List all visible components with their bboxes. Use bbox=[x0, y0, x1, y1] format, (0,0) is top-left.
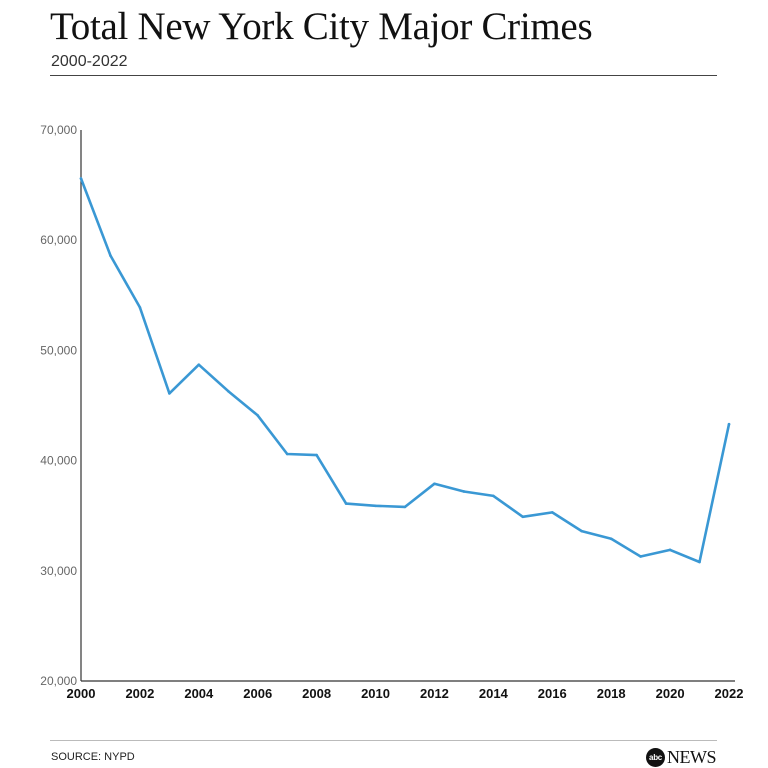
abc-logo-icon: abc bbox=[646, 747, 665, 767]
x-tick-label: 2012 bbox=[420, 686, 449, 701]
y-tick-label: 30,000 bbox=[40, 564, 77, 578]
y-tick-label: 70,000 bbox=[40, 123, 77, 137]
x-tick-label: 2002 bbox=[125, 686, 154, 701]
series-group bbox=[79, 177, 731, 564]
y-tick-label: 50,000 bbox=[40, 343, 77, 357]
data-point bbox=[668, 548, 672, 552]
data-point bbox=[639, 555, 642, 558]
data-point bbox=[727, 422, 731, 426]
data-point bbox=[256, 414, 260, 417]
data-point bbox=[374, 504, 377, 508]
data-point bbox=[109, 254, 112, 257]
chart-subtitle: 2000-2022 bbox=[51, 53, 128, 70]
header-divider bbox=[50, 75, 717, 76]
y-tick-label: 40,000 bbox=[40, 454, 77, 468]
x-tick-label: 2020 bbox=[656, 686, 685, 701]
x-tick-label: 2006 bbox=[243, 686, 272, 701]
x-tick-label: 2022 bbox=[715, 686, 744, 701]
x-tick-label: 2018 bbox=[597, 686, 626, 701]
chart-title: Total New York City Major Crimes bbox=[50, 5, 593, 48]
data-point bbox=[197, 363, 201, 367]
data-point bbox=[492, 494, 495, 498]
data-point bbox=[315, 453, 318, 457]
x-tick-label: 2008 bbox=[302, 686, 331, 701]
data-point bbox=[609, 537, 613, 541]
data-point bbox=[168, 392, 171, 395]
data-point bbox=[433, 482, 436, 486]
x-axis: 2000 2002 2004 2006 2008 2010 2012 2014 2016 2018… bbox=[67, 680, 744, 701]
x-tick-label: 2000 bbox=[67, 686, 96, 701]
y-axis: 20,000 30,000 40,000 50,000 60,000 70,000 bbox=[40, 123, 82, 688]
y-tick-label: 60,000 bbox=[40, 233, 77, 247]
x-tick-label: 2004 bbox=[184, 686, 214, 701]
data-point bbox=[226, 389, 230, 393]
data-point bbox=[285, 452, 289, 456]
abc-news-logo: abc NEWS bbox=[646, 746, 717, 767]
series-line bbox=[79, 177, 731, 564]
data-point bbox=[521, 515, 525, 519]
y-tick-label: 20,000 bbox=[40, 674, 77, 688]
news-wordmark: NEWS bbox=[667, 746, 717, 767]
data-point bbox=[138, 306, 142, 309]
data-point bbox=[79, 177, 83, 180]
data-point bbox=[462, 490, 466, 493]
data-point bbox=[580, 529, 584, 533]
data-point bbox=[403, 505, 407, 509]
data-point bbox=[698, 560, 701, 564]
x-tick-label: 2016 bbox=[538, 686, 567, 701]
source-note: SOURCE: NYPD bbox=[51, 751, 135, 763]
x-tick-label: 2014 bbox=[479, 686, 509, 701]
data-point bbox=[344, 502, 348, 505]
x-tick-label: 2010 bbox=[361, 686, 390, 701]
footer-divider bbox=[50, 740, 717, 741]
data-point bbox=[550, 511, 554, 514]
